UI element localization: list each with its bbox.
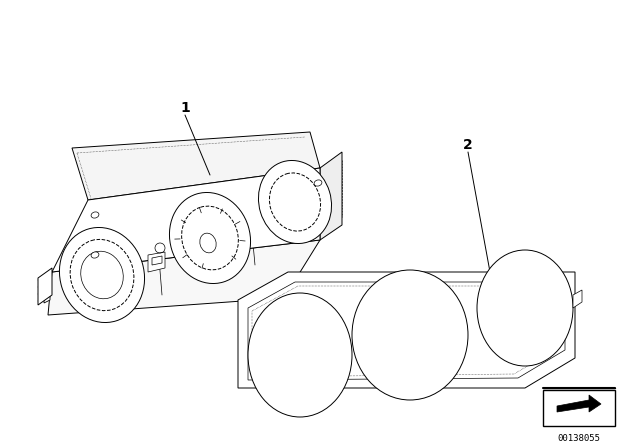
Text: 1: 1 bbox=[180, 101, 190, 115]
Text: 00138055: 00138055 bbox=[557, 434, 600, 443]
Polygon shape bbox=[148, 252, 165, 272]
Polygon shape bbox=[52, 168, 320, 272]
Ellipse shape bbox=[314, 180, 322, 186]
Ellipse shape bbox=[477, 250, 573, 366]
Polygon shape bbox=[44, 277, 50, 303]
Ellipse shape bbox=[248, 293, 352, 417]
Ellipse shape bbox=[352, 270, 468, 400]
Ellipse shape bbox=[60, 228, 145, 323]
Ellipse shape bbox=[259, 160, 332, 244]
Text: 2: 2 bbox=[463, 138, 473, 152]
Polygon shape bbox=[320, 152, 342, 240]
Ellipse shape bbox=[91, 212, 99, 218]
Polygon shape bbox=[238, 272, 575, 388]
Polygon shape bbox=[72, 132, 320, 200]
Ellipse shape bbox=[91, 252, 99, 258]
Polygon shape bbox=[38, 268, 52, 305]
Polygon shape bbox=[48, 240, 320, 315]
Polygon shape bbox=[573, 290, 582, 308]
Ellipse shape bbox=[170, 193, 250, 284]
Polygon shape bbox=[557, 395, 601, 412]
